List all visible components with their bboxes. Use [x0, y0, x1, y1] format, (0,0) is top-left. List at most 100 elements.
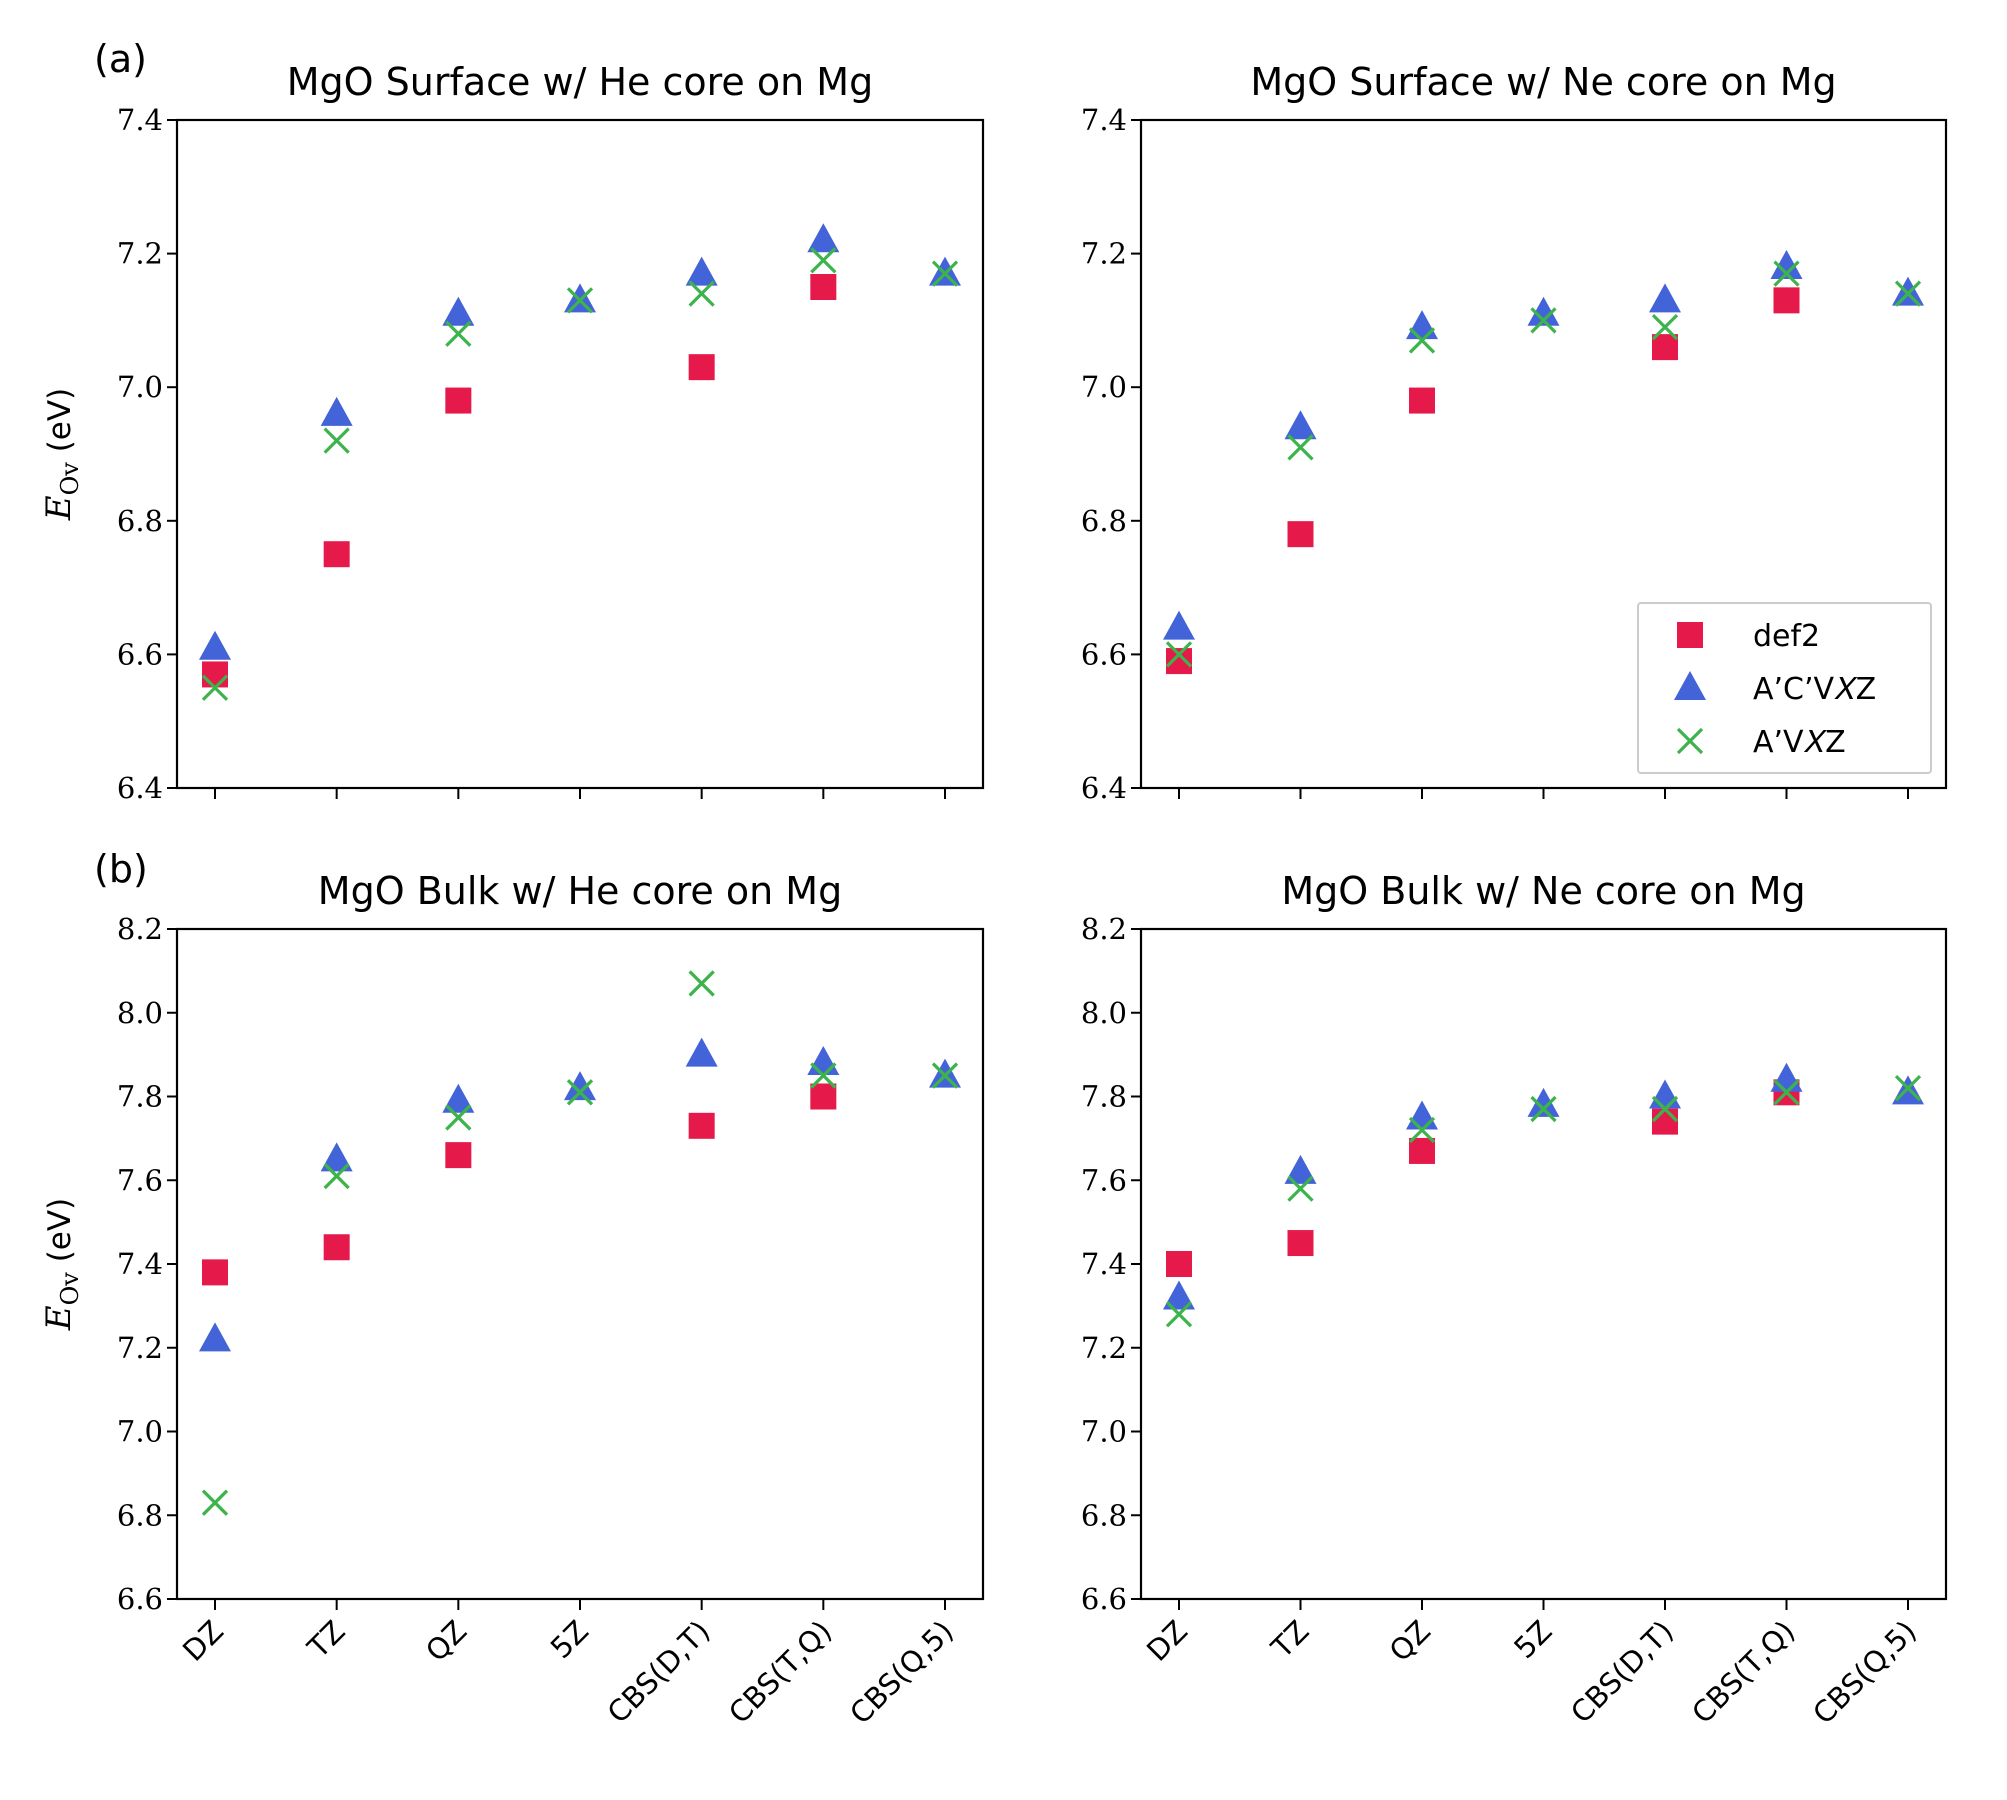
- y-tick-label: 7.0: [1081, 1415, 1127, 1449]
- data-point-av: [1530, 307, 1557, 334]
- data-point-def2: [1652, 1108, 1678, 1135]
- data-point-av: [931, 260, 959, 287]
- data-point-def2: [445, 387, 472, 414]
- data-point-acv: [199, 630, 231, 660]
- legend-marker-av: [1676, 727, 1704, 755]
- data-point-acv: [442, 296, 475, 326]
- data-point-def2: [1287, 521, 1314, 548]
- data-point-acv: [807, 1046, 840, 1075]
- x-tick-label: 5Z: [1507, 1614, 1558, 1665]
- data-point-av: [1651, 313, 1679, 341]
- data-point-acv: [320, 396, 353, 426]
- y-tick-label: 6.8: [1081, 504, 1127, 538]
- data-point-acv: [685, 1037, 718, 1067]
- x-tick-label: CBS(Q,5): [1806, 1614, 1923, 1731]
- data-point-av: [688, 280, 715, 307]
- chart-panel-4: MgO Bulk w/ Ne core on Mg 6.6 6.8 7.0 7.2 7.4…: [1081, 869, 1948, 1731]
- data-point-def2: [323, 1234, 350, 1261]
- data-point-av: [1894, 280, 1922, 307]
- data-point-av: [1408, 327, 1436, 354]
- data-point-acv: [564, 1071, 596, 1101]
- data-point-acv: [1770, 1062, 1803, 1092]
- data-point-def2: [1409, 1137, 1435, 1164]
- data-point-av: [810, 1062, 837, 1089]
- y-tick-label: 6.4: [117, 771, 163, 805]
- y-tick-label: 8.0: [117, 996, 163, 1030]
- data-point-def2: [1409, 387, 1435, 414]
- data-point-acv: [1527, 296, 1560, 326]
- data-point-def2: [1166, 1251, 1192, 1277]
- x-tick-label: CBS(T,Q): [722, 1614, 838, 1730]
- y-tick-label: 7.2: [1081, 237, 1127, 271]
- y-tick-label: 6.6: [117, 1582, 163, 1616]
- y-tick-label: 7.2: [117, 1331, 163, 1365]
- legend-box: [1637, 602, 1932, 774]
- x-tick-label: CBS(D,T): [601, 1614, 717, 1730]
- y-tick-label: 7.0: [117, 370, 163, 404]
- data-point-av: [1408, 1116, 1436, 1144]
- chart-title: MgO Surface w/ Ne core on Mg: [1250, 60, 1836, 104]
- y-tick-label: 8.2: [117, 912, 163, 946]
- data-point-av: [201, 674, 229, 701]
- data-point-av: [810, 247, 837, 274]
- data-point-def2: [810, 274, 837, 300]
- chart-title: MgO Bulk w/ He core on Mg: [318, 869, 842, 913]
- data-point-acv: [1527, 1087, 1560, 1117]
- plot-frame: [1139, 118, 1948, 790]
- y-tick-label: 7.4: [117, 103, 163, 137]
- plot-frame: [1139, 927, 1948, 1601]
- data-point-def2: [810, 1083, 837, 1110]
- data-point-def2: [688, 354, 715, 381]
- data-point-def2: [323, 541, 350, 568]
- legend-label-acv: A’C’V𝑋Z: [1753, 672, 1876, 707]
- chart-title: MgO Surface w/ He core on Mg: [287, 60, 873, 104]
- data-point-acv: [1406, 310, 1438, 340]
- data-point-av: [1165, 641, 1193, 668]
- y-tick-label: 7.4: [1081, 1247, 1127, 1281]
- x-tick-label: TZ: [300, 1614, 351, 1665]
- data-point-av: [1773, 260, 1800, 287]
- x-tick-label: DZ: [176, 1614, 230, 1668]
- data-point-av: [445, 1104, 472, 1131]
- row-label-b: (b): [94, 847, 148, 891]
- data-point-def2: [202, 1259, 228, 1286]
- x-tick-label: DZ: [1140, 1614, 1194, 1668]
- y-tick-label: 7.6: [117, 1163, 163, 1197]
- data-point-av: [566, 287, 594, 314]
- data-point-def2: [202, 661, 228, 688]
- y-tick-label: 6.8: [117, 1498, 163, 1532]
- data-point-av: [1287, 434, 1314, 461]
- data-point-av: [1287, 1175, 1314, 1202]
- x-tick-label: TZ: [1264, 1614, 1315, 1665]
- data-point-av: [1894, 1074, 1922, 1102]
- y-tick-label: 7.4: [117, 1247, 163, 1281]
- chart-panel-1: MgO Surface w/ He core on Mg 6.4 6.6 6.8 7.0…: [39, 60, 985, 805]
- y-axis-label: EOv (eV): [39, 388, 84, 521]
- data-point-acv: [199, 1322, 231, 1352]
- data-point-acv: [685, 256, 718, 286]
- y-tick-label: 6.8: [1081, 1498, 1127, 1532]
- y-tick-label: 6.6: [1081, 637, 1127, 671]
- data-point-def2: [1287, 1230, 1314, 1257]
- data-point-acv: [564, 283, 596, 313]
- data-point-def2: [688, 1112, 715, 1139]
- data-point-acv: [1649, 1079, 1681, 1109]
- x-tick-label: 5Z: [544, 1614, 595, 1665]
- y-tick-label: 7.8: [1081, 1080, 1127, 1114]
- y-tick-label: 8.0: [1081, 996, 1127, 1030]
- y-tick-label: 7.0: [117, 1415, 163, 1449]
- data-point-acv: [1163, 1280, 1195, 1310]
- data-point-av: [445, 320, 472, 347]
- data-point-acv: [1163, 610, 1195, 640]
- chart-panel-3: MgO Bulk w/ He core on Mg 6.6 6.8 7.0 7.2 7.4…: [39, 869, 985, 1731]
- y-tick-label: 6.4: [1081, 771, 1127, 805]
- y-tick-label: 6.8: [117, 504, 163, 538]
- x-tick-label: CBS(D,T): [1564, 1614, 1680, 1730]
- plot-frame: [175, 118, 985, 790]
- data-point-def2: [445, 1142, 472, 1169]
- chart-panel-2: MgO Surface w/ Ne core on Mg 6.4 6.6 6.8 7.0…: [1081, 60, 1948, 805]
- data-point-av: [1651, 1095, 1679, 1123]
- x-tick-label: QZ: [1383, 1614, 1437, 1668]
- y-tick-label: 7.0: [1081, 370, 1127, 404]
- plot-frame: [175, 927, 985, 1601]
